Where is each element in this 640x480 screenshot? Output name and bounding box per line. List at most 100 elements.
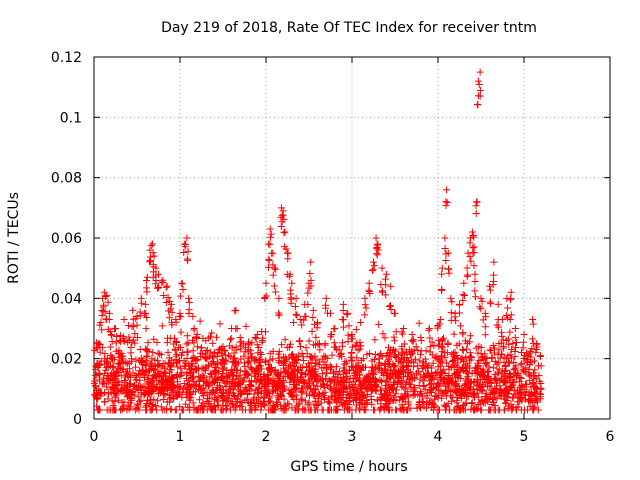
data-point xyxy=(512,344,520,352)
data-point xyxy=(387,374,395,382)
data-point xyxy=(338,339,346,347)
data-point xyxy=(466,239,474,247)
data-point xyxy=(152,264,160,272)
data-point xyxy=(390,393,398,401)
data-point xyxy=(460,292,468,300)
data-point xyxy=(96,321,104,329)
data-point xyxy=(489,281,497,289)
data-point xyxy=(197,386,205,394)
data-point xyxy=(438,337,446,345)
data-point xyxy=(147,406,155,414)
data-point xyxy=(255,370,263,378)
data-point xyxy=(309,374,317,382)
data-point xyxy=(297,395,305,403)
data-point xyxy=(376,394,384,402)
data-point xyxy=(509,381,517,389)
data-point xyxy=(500,358,508,366)
data-point xyxy=(308,327,316,335)
y-tick-label: 0.06 xyxy=(51,231,82,247)
data-point xyxy=(501,395,509,403)
data-point xyxy=(409,386,417,394)
data-point xyxy=(377,395,385,403)
data-point xyxy=(291,302,299,310)
data-point xyxy=(285,400,293,408)
data-point xyxy=(286,374,294,382)
data-point xyxy=(448,298,456,306)
data-point xyxy=(526,402,534,410)
data-point xyxy=(136,398,144,406)
data-point xyxy=(264,385,272,393)
data-point xyxy=(101,308,109,316)
data-point xyxy=(477,368,485,376)
data-point xyxy=(439,378,447,386)
data-point xyxy=(520,367,528,375)
data-point xyxy=(217,359,225,367)
data-point xyxy=(210,349,218,357)
data-point xyxy=(507,311,515,319)
data-point xyxy=(271,367,279,375)
data-point xyxy=(458,346,466,354)
data-point xyxy=(143,313,151,321)
data-point xyxy=(486,298,494,306)
data-point xyxy=(124,321,132,329)
data-point xyxy=(112,339,120,347)
data-point xyxy=(423,392,431,400)
data-point xyxy=(222,401,230,409)
data-point xyxy=(352,375,360,383)
data-point xyxy=(277,222,285,230)
data-point xyxy=(157,403,165,411)
data-point xyxy=(458,387,466,395)
data-point xyxy=(371,382,379,390)
data-point xyxy=(190,373,198,381)
data-point xyxy=(145,378,153,386)
data-point xyxy=(343,375,351,383)
data-point xyxy=(118,381,126,389)
data-point xyxy=(122,373,130,381)
data-point xyxy=(255,383,263,391)
data-point xyxy=(137,299,145,307)
data-point xyxy=(368,387,375,395)
data-point xyxy=(151,356,159,364)
data-point xyxy=(375,321,383,329)
data-point xyxy=(500,406,508,414)
data-point xyxy=(240,374,248,382)
data-point xyxy=(275,377,283,385)
data-point xyxy=(189,347,197,355)
data-point xyxy=(515,394,523,402)
data-point xyxy=(148,240,156,248)
data-point xyxy=(506,351,514,359)
data-point xyxy=(468,228,476,236)
data-point xyxy=(208,379,216,387)
data-point xyxy=(359,393,367,401)
data-point xyxy=(304,301,312,309)
data-point xyxy=(120,315,128,323)
data-point xyxy=(431,354,439,362)
x-tick-label: 5 xyxy=(520,429,529,445)
data-point xyxy=(132,315,140,323)
data-point xyxy=(154,390,162,398)
data-point xyxy=(486,282,494,290)
data-point xyxy=(171,334,179,342)
data-point xyxy=(348,357,356,365)
data-point xyxy=(128,323,136,331)
data-point xyxy=(494,300,502,308)
data-point xyxy=(328,351,336,359)
data-point xyxy=(99,294,107,302)
data-point xyxy=(102,293,110,301)
data-point xyxy=(132,376,140,384)
data-point xyxy=(442,256,450,264)
data-point xyxy=(172,318,180,326)
data-point xyxy=(150,395,158,403)
data-point xyxy=(265,256,273,264)
data-point xyxy=(285,343,293,351)
data-point xyxy=(168,386,176,394)
data-point xyxy=(465,354,473,362)
data-point xyxy=(122,359,130,367)
data-point xyxy=(261,387,269,395)
data-point xyxy=(160,291,168,299)
data-point xyxy=(517,389,525,397)
data-point xyxy=(162,299,170,307)
data-point xyxy=(476,386,484,394)
data-point xyxy=(257,402,265,410)
data-point xyxy=(142,277,150,285)
